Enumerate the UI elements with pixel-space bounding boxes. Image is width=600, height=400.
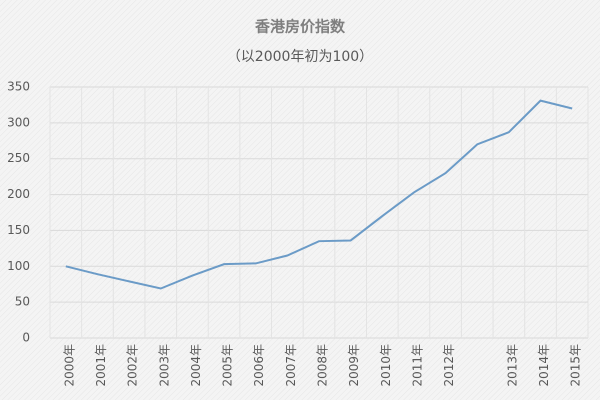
x-tick-label: 2003年 [157,344,171,387]
y-tick-label: 350 [7,80,30,94]
x-tick-label: 2001年 [94,344,108,387]
x-tick-label: 2006年 [252,344,266,387]
line-series [65,99,573,290]
x-tick-label: 2008年 [316,344,330,387]
x-tick-label: 2011年 [410,344,424,387]
y-tick-label: 50 [15,295,30,309]
x-tick-label: 2005年 [221,344,235,387]
x-tick-label: 2007年 [284,344,298,387]
y-tick-label: 200 [7,187,30,201]
y-tick-label: 250 [7,151,30,165]
y-tick-label: 0 [22,331,30,345]
x-tick-label: 2010年 [379,344,393,387]
x-tick-label: 2002年 [126,344,140,387]
y-tick-label: 150 [7,223,30,237]
y-tick-label: 300 [7,115,30,129]
chart-subtitle: （以2000年初为100） [227,48,373,65]
x-tick-label: 2013年 [505,344,519,387]
x-tick-label: 2004年 [189,344,203,387]
y-tick-label: 100 [7,259,30,273]
x-tick-label: 2009年 [347,344,361,387]
chart-title: 香港房价指数 [255,18,346,36]
x-tick-label: 2012年 [442,344,456,387]
x-tick-label: 2014年 [537,344,551,387]
x-tick-label: 2015年 [569,344,583,387]
x-tick-label: 2000年 [62,344,76,387]
